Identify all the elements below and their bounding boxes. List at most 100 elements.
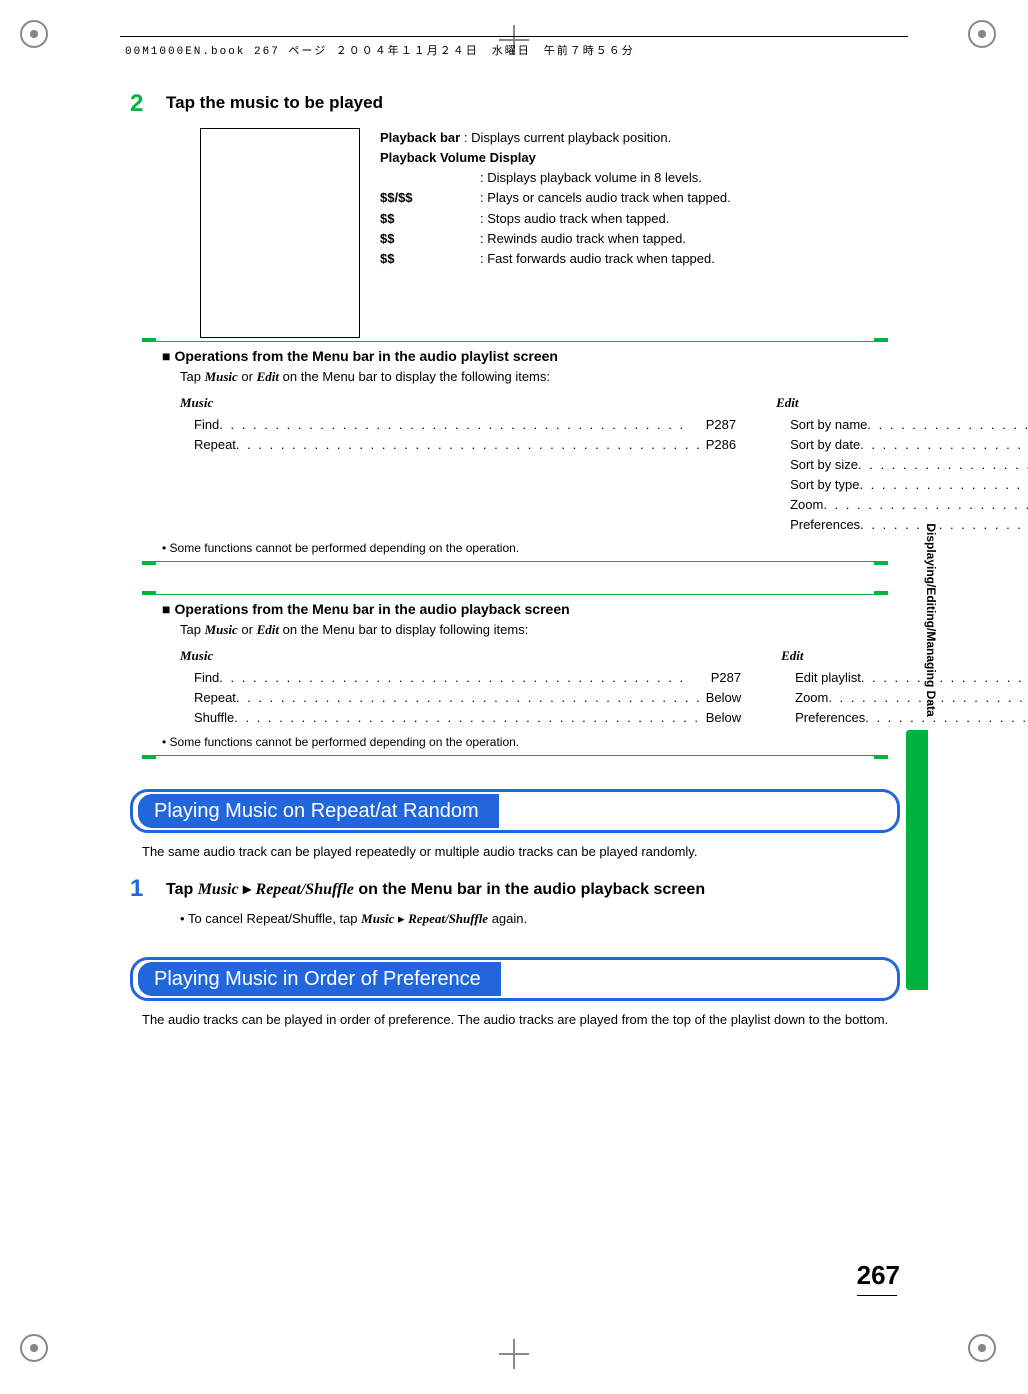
- leader-dots: [219, 415, 701, 435]
- section-intro: Tap Music or Edit on the Menu bar to dis…: [180, 620, 900, 640]
- crop-mark: [968, 1334, 1008, 1374]
- menu-item-page: P287: [702, 415, 736, 435]
- crop-mark: [20, 20, 60, 60]
- green-divider: [142, 561, 888, 565]
- crop-mark: [494, 1334, 534, 1374]
- definition-row: $$Rewinds audio track when tapped.: [380, 229, 731, 249]
- music-column: Music Find P287Repeat P286: [180, 393, 736, 536]
- green-divider: [142, 591, 888, 595]
- leader-dots: [860, 435, 1028, 455]
- leader-dots: [861, 668, 1028, 688]
- menu-item-row: Zoom P141: [795, 688, 1028, 708]
- step-number: 2: [130, 90, 166, 118]
- menu-item-label: Find: [194, 668, 219, 688]
- section-description: The same audio track can be played repea…: [142, 843, 900, 861]
- menu-item-label: Repeat: [194, 435, 236, 455]
- definition-row: Displays playback volume in 8 levels.: [380, 168, 731, 188]
- menu-item-row: Shuffle Below: [194, 708, 741, 728]
- menu-item-label: Zoom: [795, 688, 828, 708]
- step-title: Tap the music to be played: [166, 90, 383, 113]
- crop-mark: [20, 1334, 60, 1374]
- note-text: Some functions cannot be performed depen…: [162, 735, 900, 749]
- menu-item-row: Sort by size P309: [790, 455, 1028, 475]
- step-2-row: 2 Tap the music to be played: [130, 90, 900, 118]
- square-bullet-icon: ■: [162, 348, 170, 364]
- section-heading-text: Operations from the Menu bar in the audi…: [174, 601, 569, 617]
- menu-item-page: P287: [707, 668, 741, 688]
- note-text: Some functions cannot be performed depen…: [162, 541, 900, 555]
- menu-item-page: Below: [702, 688, 741, 708]
- menu-item-row: Sort by date P309: [790, 435, 1028, 455]
- blue-pill-title: Playing Music on Repeat/at Random: [138, 794, 499, 828]
- edit-column: Edit Edit playlist BelowZoom P141Prefere…: [781, 646, 1028, 729]
- step-number: 1: [130, 875, 166, 903]
- definition-row: $$/$$Plays or cancels audio track when t…: [380, 188, 731, 208]
- music-column: Music Find P287Repeat BelowShuffle Below: [180, 646, 741, 729]
- blue-section: Playing Music in Order of Preference: [130, 957, 900, 1001]
- leader-dots: [860, 515, 1028, 535]
- leader-dots: [236, 435, 702, 455]
- menu-item-row: Edit playlist Below: [795, 668, 1028, 688]
- section-heading: ■Operations from the Menu bar in the aud…: [162, 601, 900, 617]
- leader-dots: [859, 475, 1028, 495]
- definition-row: Playback bar Displays current playback p…: [380, 128, 731, 148]
- blue-pill-border: Playing Music on Repeat/at Random: [130, 789, 900, 833]
- substep-text: Tap Music ▸ Repeat/Shuffle on the Menu b…: [166, 875, 705, 902]
- column-title: Music: [180, 393, 736, 413]
- definitions-block: Playback bar Displays current playback p…: [200, 128, 900, 338]
- menu-item-label: Shuffle: [194, 708, 234, 728]
- edit-column: Edit Sort by name P309Sort by date P309S…: [776, 393, 1028, 536]
- menu-item-label: Sort by date: [790, 435, 860, 455]
- page-number: 267: [857, 1260, 900, 1296]
- section-heading-text: Operations from the Menu bar in the audi…: [174, 348, 558, 364]
- square-bullet-icon: ■: [162, 601, 170, 617]
- blue-pill-border: Playing Music in Order of Preference: [130, 957, 900, 1001]
- section-description: The audio tracks can be played in order …: [142, 1011, 900, 1029]
- section-intro: Tap Music or Edit on the Menu bar to dis…: [180, 367, 900, 387]
- blue-pill-title: Playing Music in Order of Preference: [138, 962, 501, 996]
- leader-dots: [236, 688, 702, 708]
- definition-row: $$Fast forwards audio track when tapped.: [380, 249, 731, 269]
- header-text: 00M1000EN.book 267 ページ ２００４年１１月２４日 水曜日 午…: [125, 42, 635, 58]
- menu-item-row: Repeat P286: [194, 435, 736, 455]
- leader-dots: [858, 455, 1028, 475]
- menu-item-label: Sort by size: [790, 455, 858, 475]
- substep-row: 1 Tap Music ▸ Repeat/Shuffle on the Menu…: [130, 875, 900, 903]
- column-title: Edit: [776, 393, 1028, 413]
- menu-item-label: Zoom: [790, 495, 823, 515]
- menu-item-row: Preferences P288: [795, 708, 1028, 728]
- section-heading: ■Operations from the Menu bar in the aud…: [162, 348, 900, 364]
- leader-dots: [219, 668, 706, 688]
- green-divider: [142, 338, 888, 342]
- menu-item-label: Preferences: [795, 708, 865, 728]
- menu-item-label: Edit playlist: [795, 668, 861, 688]
- menu-item-page: Below: [702, 708, 741, 728]
- blue-section: Playing Music on Repeat/at Random: [130, 789, 900, 833]
- menu-item-row: Find P287: [194, 415, 736, 435]
- menu-item-row: Preferences P288: [790, 515, 1028, 535]
- leader-dots: [867, 415, 1028, 435]
- menu-columns: Music Find P287Repeat P286 Edit Sort by …: [180, 393, 900, 536]
- menu-columns: Music Find P287Repeat BelowShuffle Below…: [180, 646, 900, 729]
- definition-row: $$Stops audio track when tapped.: [380, 209, 731, 229]
- menu-item-row: Zoom P141: [790, 495, 1028, 515]
- header-rule: [120, 36, 908, 37]
- sub-bullet: To cancel Repeat/Shuffle, tap Music ▸ Re…: [180, 911, 900, 927]
- menu-item-label: Find: [194, 415, 219, 435]
- definition-list: Playback bar Displays current playback p…: [380, 128, 731, 338]
- menu-item-label: Preferences: [790, 515, 860, 535]
- leader-dots: [865, 708, 1028, 728]
- side-tab-label: Displaying/Editing/Managing Data: [924, 500, 938, 740]
- leader-dots: [234, 708, 701, 728]
- green-divider: [142, 755, 888, 759]
- menu-item-row: Repeat Below: [194, 688, 741, 708]
- column-title: Music: [180, 646, 741, 666]
- menu-item-row: Sort by type P309: [790, 475, 1028, 495]
- menu-item-label: Repeat: [194, 688, 236, 708]
- menu-item-label: Sort by type: [790, 475, 859, 495]
- menu-item-row: Find P287: [194, 668, 741, 688]
- menu-item-row: Sort by name P309: [790, 415, 1028, 435]
- column-title: Edit: [781, 646, 1028, 666]
- definition-row: Playback Volume Display: [380, 148, 731, 168]
- side-tab: [906, 730, 928, 990]
